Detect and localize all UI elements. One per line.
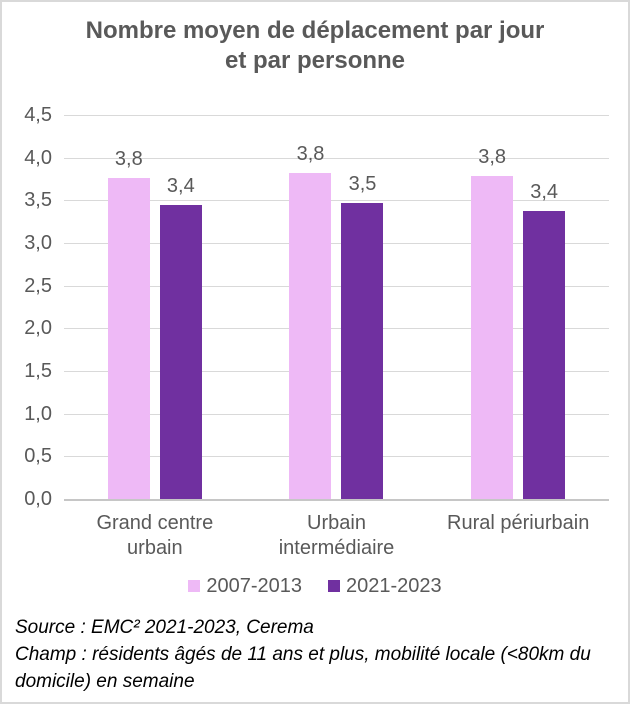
bar-2007-2013: 3,8 [289, 144, 332, 499]
bar-value-label: 3,8 [296, 143, 325, 166]
y-tick-label: 1,5 [24, 360, 52, 382]
legend-swatch-icon [188, 580, 201, 592]
chart-title-line-1: Nombre moyen de déplacement par jour [85, 17, 545, 44]
bar-2021-2023: 3,4 [159, 176, 202, 499]
category-label: Rural périurbain [427, 511, 609, 561]
bar-2007-2013: 3,8 [471, 147, 514, 499]
bar-value-label: 3,4 [166, 175, 195, 198]
gridline [64, 200, 609, 202]
champ-line: Champ : résidents âgés de 11 ans et plus… [15, 644, 591, 665]
y-tick-label: 4,0 [24, 146, 52, 169]
plot-area: 3,8 3,4 3,8 3,5 3,8 3,4 [64, 115, 609, 501]
bar-2021-2023: 3,5 [341, 174, 384, 499]
gridline [64, 115, 609, 116]
bar-value-label: 3,5 [348, 172, 377, 195]
chart-title-line-2: et par personne [224, 47, 406, 74]
y-tick-label: 0,0 [24, 488, 52, 510]
source-line: Source : EMC² 2021-2023, Cerema [15, 617, 314, 638]
y-tick-label: 4,5 [24, 104, 52, 126]
gridline [64, 456, 609, 458]
y-tick-label: 0,5 [24, 445, 52, 468]
gridline [64, 285, 609, 287]
category-label: Urbain intermédiaire [246, 511, 428, 561]
gridline [64, 243, 609, 244]
x-axis: Grand centre urbain Urbain intermédiaire Rur… [64, 511, 609, 561]
category-label-line: Grand centre [96, 512, 214, 534]
bar-value-label: 3,8 [114, 148, 143, 171]
bar-group: 3,8 3,4 [427, 115, 609, 499]
category-label-line: intermédiaire [278, 537, 395, 559]
y-tick-label: 2,5 [24, 274, 52, 297]
legend: 2007-2013 2021-2023 [2, 576, 628, 596]
category-label-line: urbain [127, 537, 183, 559]
legend-item: 2007-2013 [188, 576, 302, 596]
bar-value-label: 3,4 [530, 180, 559, 203]
y-tick-label: 2,0 [24, 317, 52, 340]
gridline [64, 371, 609, 372]
y-axis: 0,0 0,5 1,0 1,5 2,0 2,5 3,0 3,5 4,0 4,5 [2, 105, 52, 509]
bar-2021-2023: 3,4 [523, 182, 566, 499]
category-label-line: Rural périurbain [447, 512, 590, 534]
y-tick-label: 1,0 [24, 402, 52, 425]
legend-item: 2021-2023 [328, 576, 442, 596]
chart-title: Nombre moyen de déplacement par jour et … [2, 16, 628, 76]
gridline [64, 157, 609, 159]
y-tick-label: 3,5 [24, 189, 52, 212]
y-tick-label: 3,0 [24, 232, 52, 254]
legend-label: 2007-2013 [206, 575, 302, 597]
gridline [64, 413, 609, 415]
gridline [64, 328, 609, 330]
bar-group: 3,8 3,4 [64, 115, 246, 499]
legend-swatch-icon [328, 580, 340, 592]
category-label: Grand centre urbain [64, 511, 246, 561]
champ-line-continued: domicile) en semaine [15, 671, 195, 692]
x-axis-line [64, 499, 609, 501]
bar-2007-2013: 3,8 [107, 149, 150, 499]
category-label-line: Urbain [307, 512, 366, 534]
bar-group: 3,8 3,5 [246, 115, 428, 499]
legend-label: 2021-2023 [346, 575, 442, 597]
source-note: Source : EMC² 2021-2023, Cerema Champ : … [15, 614, 620, 695]
bar-value-label: 3,8 [478, 145, 507, 168]
